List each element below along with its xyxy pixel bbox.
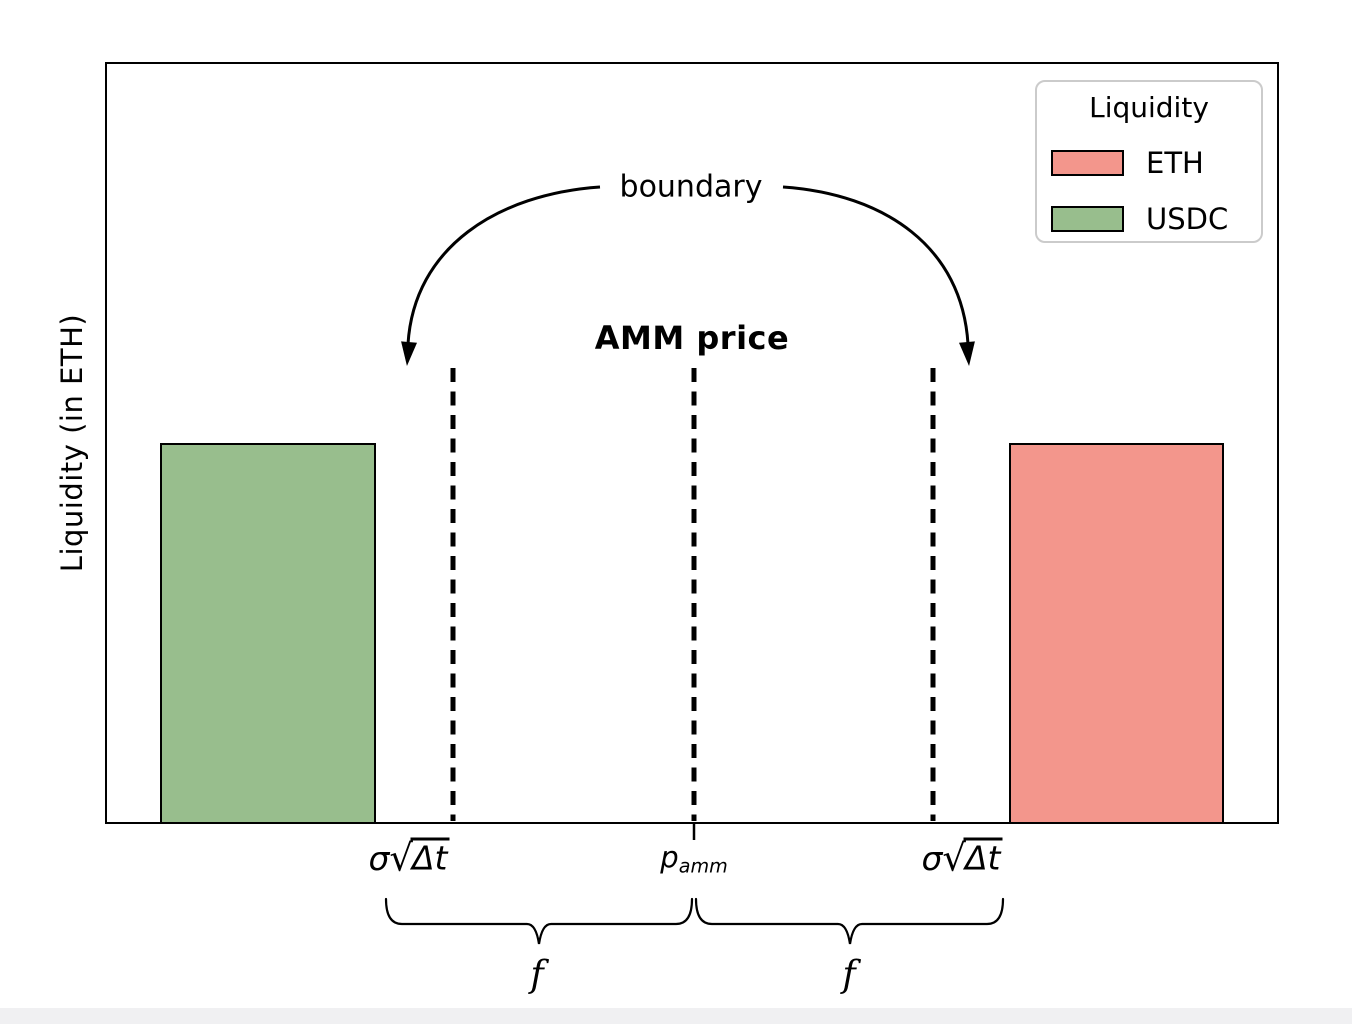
- underbrace-left: [384, 897, 694, 945]
- legend-item-eth: ETH: [1051, 146, 1261, 180]
- brace-label-left-f: f: [530, 954, 544, 996]
- p-symbol: p: [660, 840, 679, 875]
- legend-label-eth: ETH: [1146, 146, 1204, 180]
- underbrace-right: [694, 897, 1005, 945]
- legend-title: Liquidity: [1089, 91, 1209, 124]
- brace-label-right-f: f: [842, 954, 856, 996]
- sqrt-radicand: Δt: [963, 837, 1003, 878]
- pamm-subscript: amm: [678, 854, 728, 878]
- legend-label-usdc: USDC: [1146, 202, 1229, 236]
- eth-color-swatch: [1051, 150, 1124, 176]
- usdc-color-swatch: [1051, 206, 1124, 232]
- sqrt-symbol: √: [389, 836, 413, 880]
- legend: Liquidity ETH USDC: [1035, 80, 1263, 243]
- plot-area-border: [105, 62, 1279, 824]
- usdc-liquidity-bar: [160, 443, 376, 824]
- eth-liquidity-bar: [1009, 443, 1224, 824]
- boundary-annotation: boundary: [619, 169, 763, 205]
- sigma-symbol: σ: [368, 838, 390, 878]
- sqrt-symbol: √: [942, 836, 966, 880]
- x-tick-label-lower-boundary: σ√Δt: [369, 837, 450, 880]
- y-axis-label: Liquidity (in ETH): [55, 313, 89, 573]
- x-tick-label-pamm: pamm: [660, 840, 727, 877]
- amm-price-annotation: AMM price: [594, 319, 790, 357]
- window-bottom-strip: [0, 1008, 1352, 1024]
- sigma-symbol: σ: [921, 838, 943, 878]
- legend-item-usdc: USDC: [1051, 202, 1261, 236]
- sqrt-radicand: Δt: [410, 837, 450, 878]
- x-tick-label-upper-boundary: σ√Δt: [922, 837, 1003, 880]
